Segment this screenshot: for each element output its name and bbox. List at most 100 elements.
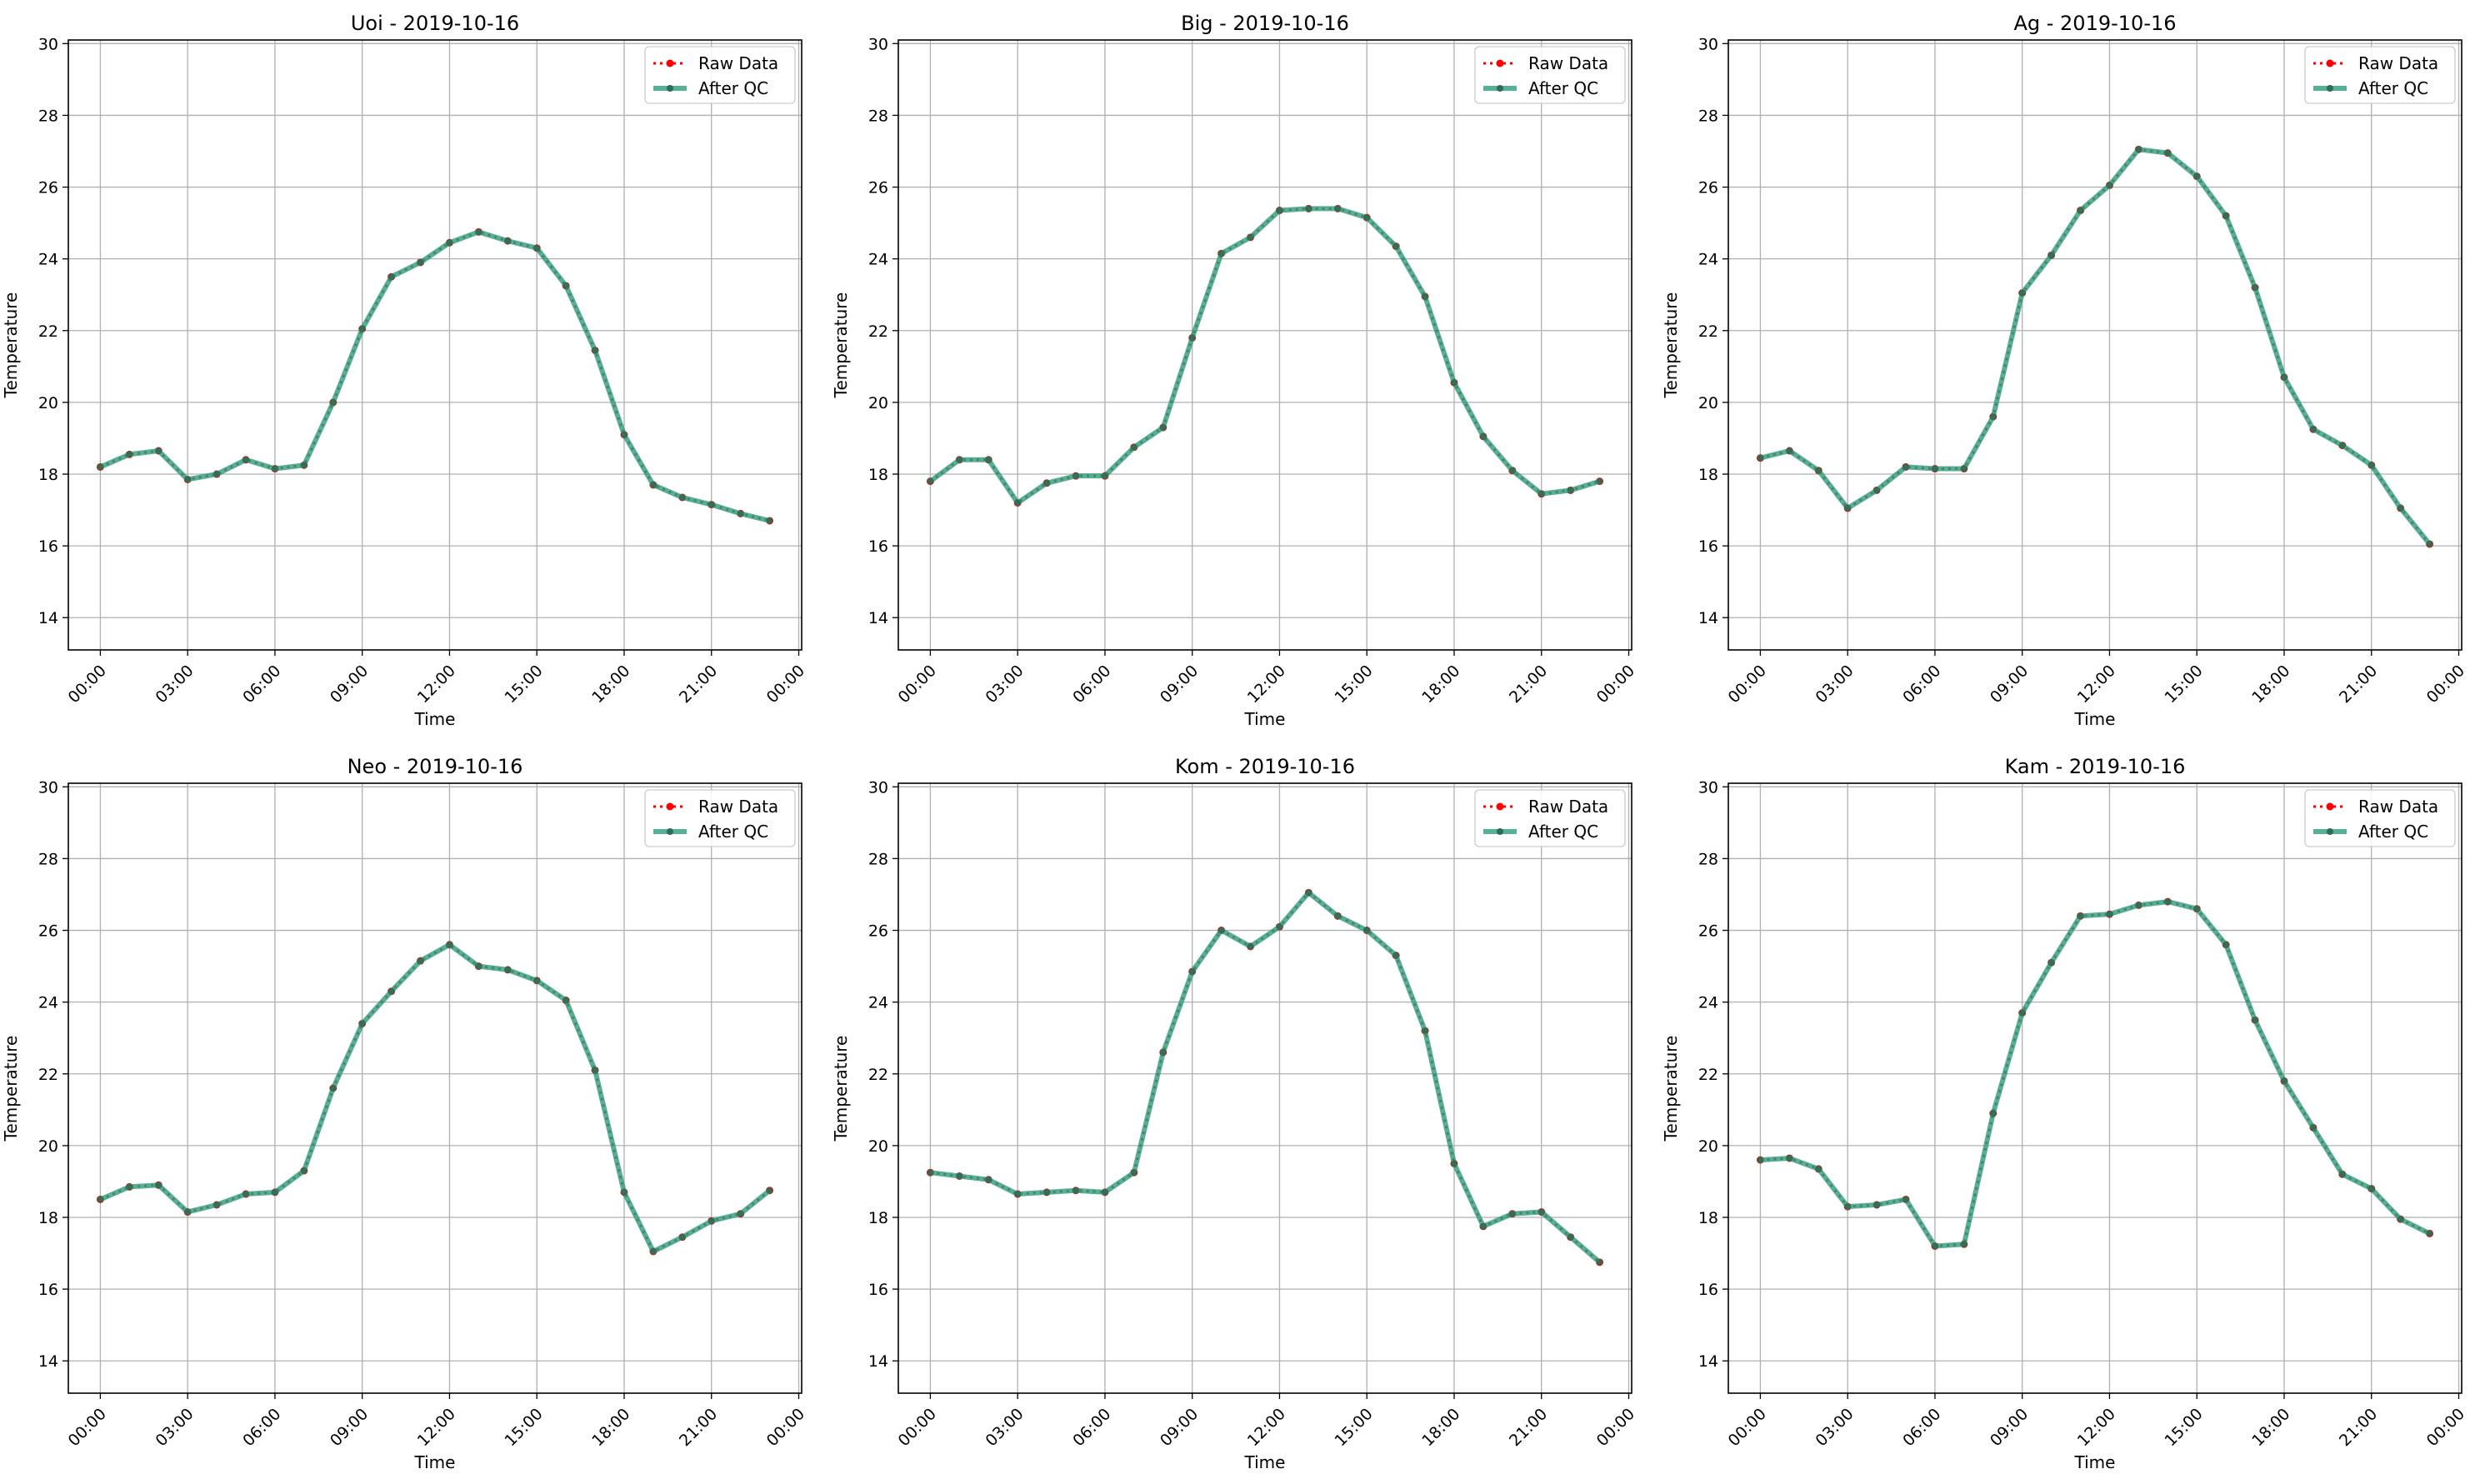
x-tick-label: 15:00 xyxy=(501,662,546,707)
after-qc-data-point xyxy=(446,239,453,247)
after-qc-data-point xyxy=(1508,467,1516,474)
x-tick-label: 18:00 xyxy=(588,1405,633,1450)
y-tick-label: 20 xyxy=(1698,1137,1718,1156)
after-qc-data-point xyxy=(708,1217,715,1225)
legend-label-raw-data: Raw Data xyxy=(2358,797,2438,817)
after-qc-data-point xyxy=(1247,233,1254,241)
after-qc-data-point xyxy=(562,997,570,1004)
y-tick-label: 18 xyxy=(1698,1209,1718,1227)
y-tick-label: 22 xyxy=(868,1066,888,1084)
after-qc-data-point xyxy=(213,1201,221,1208)
after-qc-data-point xyxy=(592,347,599,354)
x-tick-label: 09:00 xyxy=(1987,1405,2032,1450)
y-tick-label: 22 xyxy=(1698,322,1718,341)
legend-marker-after-qc xyxy=(1497,828,1503,835)
x-tick-label: 12:00 xyxy=(414,1405,459,1450)
x-tick-label: 06:00 xyxy=(1069,662,1114,707)
y-tick-label: 28 xyxy=(1698,850,1718,868)
chart-title: Neo - 2019-10-16 xyxy=(348,755,523,778)
x-tick-label: 03:00 xyxy=(1812,1405,1857,1450)
x-axis-label: Time xyxy=(2074,709,2116,729)
after-qc-data-point xyxy=(620,1188,628,1196)
x-tick-label: 00:00 xyxy=(1593,1405,1638,1450)
chart-title: Big - 2019-10-16 xyxy=(1181,12,1349,35)
after-qc-data-point xyxy=(475,962,482,970)
legend: Raw Data After QC xyxy=(2304,789,2456,847)
after-qc-data-point xyxy=(417,258,424,266)
y-axis-label: Temperature xyxy=(1661,292,1681,399)
series-line-after-qc xyxy=(1759,147,2432,546)
x-tick-label: 18:00 xyxy=(1418,1405,1463,1450)
after-qc-data-point xyxy=(1043,479,1051,487)
y-tick-label: 22 xyxy=(1698,1066,1718,1084)
legend-marker-after-qc xyxy=(1497,85,1503,92)
after-qc-data-point xyxy=(1757,1157,1764,1164)
after-qc-data-point xyxy=(1072,472,1080,480)
after-qc-data-point xyxy=(2280,1077,2288,1085)
after-qc-data-point xyxy=(242,456,250,463)
legend-marker-after-qc xyxy=(2327,85,2333,92)
x-tick-label: 12:00 xyxy=(2074,1405,2119,1450)
after-qc-data-point xyxy=(2252,284,2259,292)
x-axis-label: Time xyxy=(414,1452,456,1472)
x-tick-label: 15:00 xyxy=(501,1405,546,1450)
after-qc-data-point xyxy=(649,481,657,488)
x-tick-label: 00:00 xyxy=(65,1405,110,1450)
legend-label-after-qc: After QC xyxy=(2358,78,2428,98)
plot-frame xyxy=(68,39,802,651)
after-qc-data-point xyxy=(2426,540,2433,547)
legend: Raw Data After QC xyxy=(644,46,796,104)
after-qc-data-point xyxy=(2135,902,2142,909)
after-qc-data-point xyxy=(475,228,482,236)
plot-frame xyxy=(898,39,1632,651)
after-qc-data-point xyxy=(126,1183,133,1191)
after-qc-data-point xyxy=(2135,146,2142,153)
x-axis-label: Time xyxy=(414,709,456,729)
after-qc-data-point xyxy=(1043,1188,1051,1196)
y-tick-label: 24 xyxy=(1698,251,1718,269)
legend: Raw Data After QC xyxy=(1474,46,1626,104)
y-tick-label: 14 xyxy=(1698,609,1718,627)
y-tick-label: 30 xyxy=(38,35,58,53)
x-tick-label: 00:00 xyxy=(2423,662,2468,707)
after-qc-data-point xyxy=(446,941,453,948)
series-line-raw-data xyxy=(930,891,1601,1263)
after-qc-data-point xyxy=(1450,379,1458,387)
x-tick-label: 09:00 xyxy=(1157,662,1202,707)
after-qc-data-point xyxy=(649,1247,657,1255)
after-qc-data-point xyxy=(2018,1009,2026,1017)
after-qc-data-point xyxy=(2164,898,2172,906)
after-qc-data-point xyxy=(927,477,934,485)
x-tick-label: 06:00 xyxy=(1899,1405,1944,1450)
x-tick-label: 03:00 xyxy=(982,1405,1027,1450)
after-qc-data-point xyxy=(1815,467,1822,474)
chart-title: Uoi - 2019-10-16 xyxy=(351,12,519,35)
after-qc-data-point xyxy=(2338,1171,2346,1178)
y-tick-label: 30 xyxy=(868,778,888,797)
after-qc-data-point xyxy=(1479,432,1487,440)
y-tick-label: 14 xyxy=(1698,1352,1718,1371)
y-tick-label: 26 xyxy=(38,922,58,941)
after-qc-data-point xyxy=(1014,1191,1022,1198)
y-tick-label: 20 xyxy=(868,394,888,412)
after-qc-data-point xyxy=(1873,1201,1881,1208)
after-qc-data-point xyxy=(2077,912,2084,920)
after-qc-data-point xyxy=(1305,205,1312,212)
y-tick-label: 24 xyxy=(38,251,58,269)
x-tick-label: 21:00 xyxy=(2336,662,2381,707)
legend-label-raw-data: Raw Data xyxy=(698,53,778,73)
after-qc-data-point xyxy=(766,517,773,524)
after-qc-data-point xyxy=(126,451,133,458)
y-tick-label: 30 xyxy=(868,35,888,53)
after-qc-data-point xyxy=(1218,927,1225,934)
after-qc-data-point xyxy=(1422,1027,1429,1035)
x-tick-label: 15:00 xyxy=(2161,662,2206,707)
y-tick-label: 14 xyxy=(868,1352,888,1371)
after-qc-data-point xyxy=(2193,905,2201,912)
y-axis-label: Temperature xyxy=(1661,1036,1681,1142)
after-qc-data-point xyxy=(2309,426,2317,433)
x-tick-label: 21:00 xyxy=(1506,1405,1551,1450)
after-qc-data-point xyxy=(533,977,541,984)
after-qc-data-point xyxy=(1989,1110,1997,1117)
after-qc-data-point xyxy=(271,465,278,472)
